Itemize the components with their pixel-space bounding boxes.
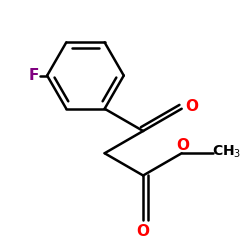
- Text: O: O: [137, 224, 150, 238]
- Text: CH$_3$: CH$_3$: [212, 144, 241, 160]
- Text: O: O: [185, 99, 198, 114]
- Text: F: F: [28, 68, 39, 83]
- Text: O: O: [176, 138, 190, 153]
